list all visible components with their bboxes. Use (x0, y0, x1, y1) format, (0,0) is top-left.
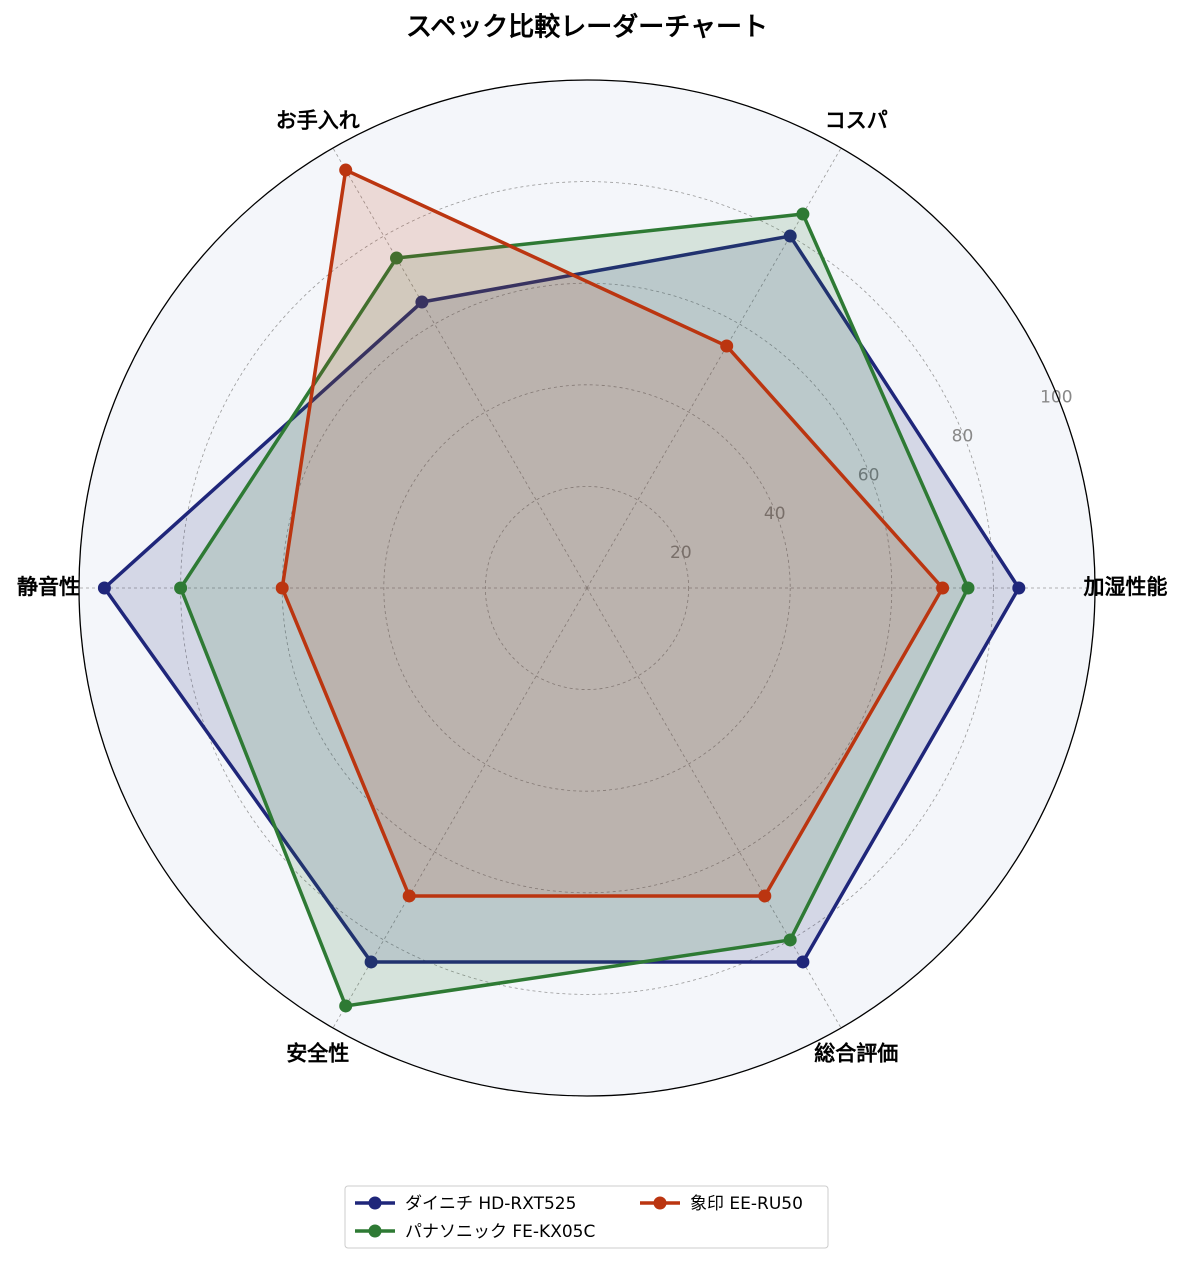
point (390, 251, 403, 265)
legend-label: 象印 EE-RU50 (690, 1194, 803, 1214)
axis-label: 安全性 (286, 1041, 349, 1065)
point (275, 581, 289, 595)
axis-label: 静音性 (17, 575, 80, 599)
point (783, 933, 797, 947)
legend-label: パナソニック FE-KX05C (405, 1222, 595, 1242)
grid-circle (383, 384, 791, 792)
axis-label: お手入れ (276, 109, 360, 133)
point (796, 207, 810, 221)
grid-circle (180, 181, 994, 995)
series-area (180, 214, 969, 1006)
point (1012, 581, 1026, 595)
spoke (586, 587, 842, 1029)
point (402, 889, 416, 903)
r-tick-label: 20 (670, 543, 692, 563)
grid-circle (484, 485, 689, 690)
outer-circle (78, 79, 1096, 1097)
legend-box (344, 1185, 829, 1249)
spoke (332, 147, 588, 589)
axis-label: コスパ (825, 109, 888, 133)
point (783, 229, 797, 243)
point (174, 581, 188, 595)
point (97, 581, 111, 595)
spoke (586, 147, 842, 589)
point (796, 955, 810, 969)
point (415, 295, 429, 309)
legend-label: ダイニチ HD-RXT525 (405, 1194, 576, 1214)
legend: ダイニチ HD-RXT525 パナソニック FE-KX05C 象印 EE-RU50 (344, 1185, 829, 1249)
point (936, 581, 950, 595)
r-tick-label: 80 (952, 426, 974, 446)
legend-marker (653, 1196, 667, 1210)
point (961, 581, 975, 595)
point (339, 999, 353, 1013)
point (364, 955, 378, 969)
axis-label: 総合評価 (814, 1041, 898, 1065)
legend-marker (368, 1196, 382, 1210)
point (720, 339, 734, 353)
point (339, 163, 353, 177)
spoke (332, 587, 588, 1029)
r-tick-label: 60 (858, 465, 880, 485)
legend-marker (368, 1224, 382, 1238)
point (758, 889, 772, 903)
series-area (282, 170, 943, 896)
r-tick-label: 100 (1040, 388, 1072, 408)
r-tick-label: 40 (764, 504, 786, 524)
axis-label: 加湿性能 (1082, 575, 1167, 599)
chart-title: スペック比較レーダーチャート (406, 12, 768, 43)
